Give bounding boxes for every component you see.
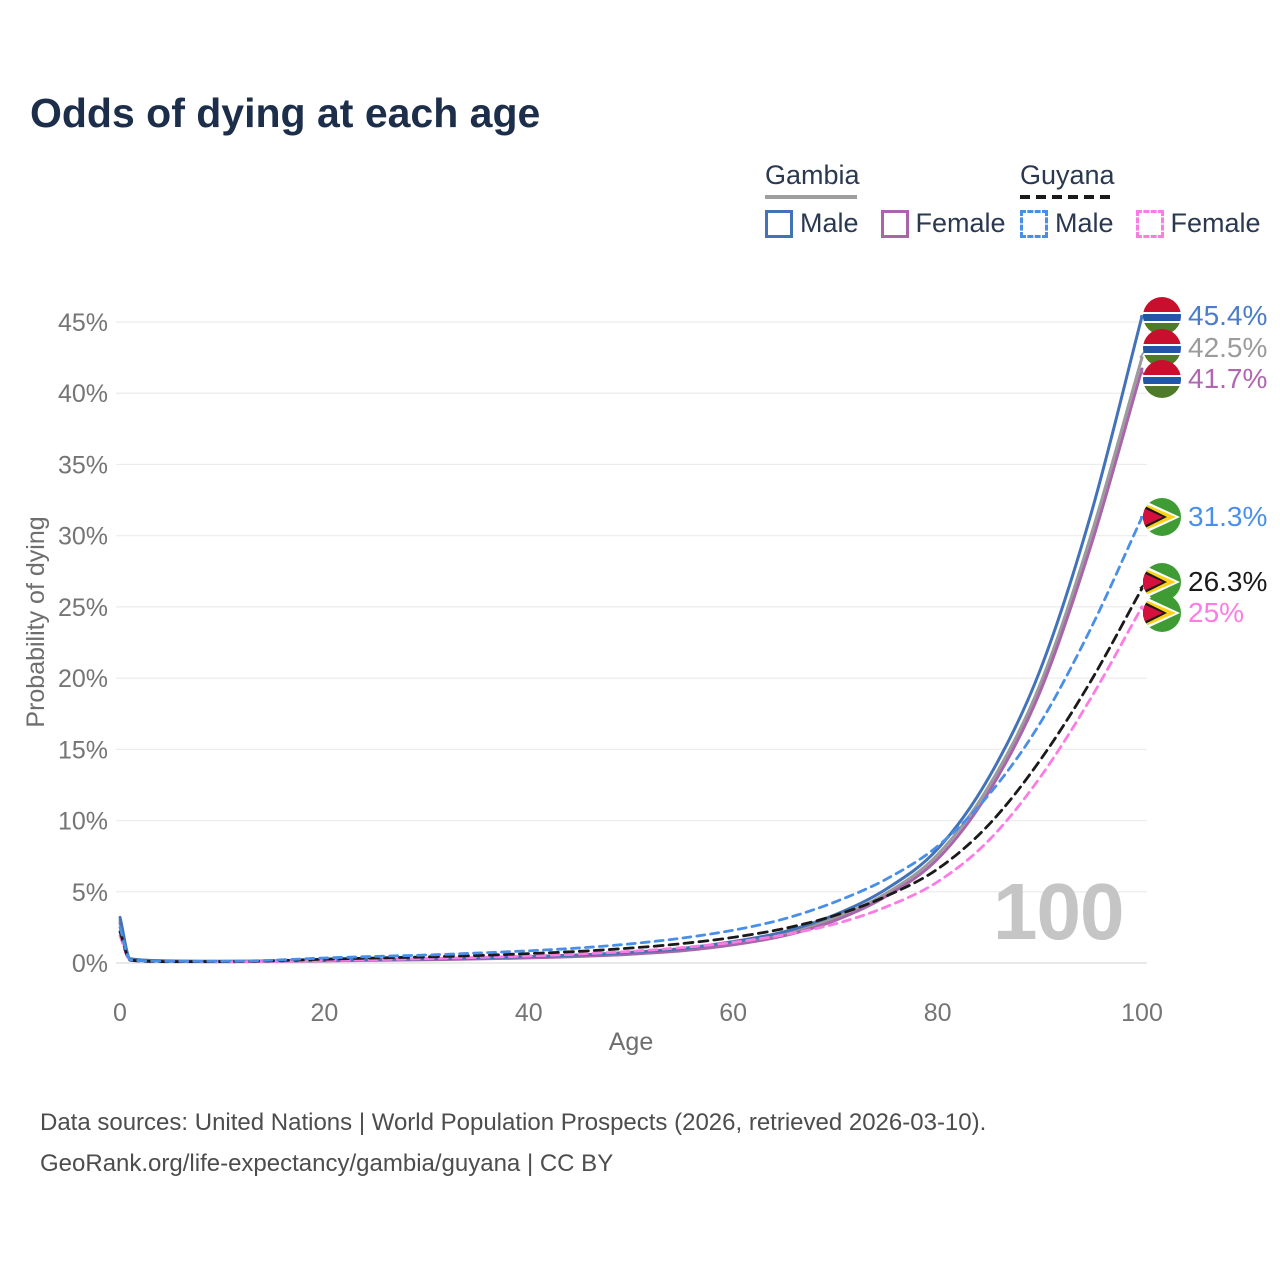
legend-group-title: Gambia — [765, 160, 860, 190]
y-tick-label: 20% — [58, 665, 108, 693]
y-tick-label: 5% — [72, 879, 108, 907]
legend-group-title: Guyana — [1020, 160, 1115, 190]
legend-underline-dashed — [1020, 195, 1110, 199]
y-tick-label: 15% — [58, 736, 108, 764]
series-line-gambia-female[interactable] — [118, 367, 1144, 964]
end-label-value: 31.3% — [1188, 501, 1268, 533]
x-tick-label: 40 — [515, 999, 543, 1027]
end-label-guyana: 26.3% — [1143, 563, 1268, 602]
series-line-guyana-male[interactable] — [118, 515, 1144, 963]
x-tick-label: 100 — [1121, 999, 1163, 1027]
legend-label-guyana-male[interactable]: Male — [1055, 208, 1114, 238]
series-line-gambia-both[interactable] — [118, 356, 1144, 963]
end-label-value: 45.4% — [1188, 300, 1268, 332]
y-tick-label: 45% — [58, 309, 108, 337]
end-label-guyana: 25% — [1143, 594, 1245, 633]
legend-swatch-guyana-male[interactable] — [1020, 209, 1048, 238]
y-tick-label: 10% — [58, 808, 108, 836]
x-tick-label: 60 — [719, 999, 747, 1027]
y-tick-label: 0% — [72, 950, 108, 978]
hovered-age-watermark: 100 — [993, 867, 1124, 956]
series-line-gambia-male[interactable] — [118, 314, 1144, 963]
end-label-value: 25% — [1188, 597, 1245, 629]
end-label-gambia: 42.5% — [1143, 328, 1268, 367]
y-axis-title: Probability of dying — [22, 516, 50, 727]
y-tick-label: 35% — [58, 451, 108, 479]
x-tick-label: 80 — [924, 999, 952, 1027]
end-label-gambia: 41.7% — [1143, 359, 1268, 398]
legend-label-gambia-male[interactable]: Male — [800, 208, 859, 238]
legend-group-guyana: Guyana Male Female — [1020, 160, 1280, 239]
legend-swatch-guyana-female[interactable] — [1135, 209, 1164, 238]
end-label-value: 41.7% — [1188, 362, 1268, 394]
end-label-value: 26.3% — [1188, 566, 1268, 598]
footer-attribution: GeoRank.org/life-expectancy/gambia/guyan… — [40, 1150, 614, 1177]
y-tick-label: 40% — [58, 380, 108, 408]
legend-label-gambia-female[interactable]: Female — [915, 208, 1006, 238]
x-tick-label: 20 — [310, 999, 338, 1027]
legend-group-gambia: Gambia Male Female — [765, 160, 1028, 239]
x-axis-title: Age — [609, 1028, 653, 1056]
y-tick-label: 30% — [58, 523, 108, 551]
legend-underline-solid — [765, 195, 857, 199]
legend-swatch-gambia-male[interactable] — [765, 209, 793, 238]
legend-swatch-gambia-female[interactable] — [880, 209, 909, 238]
y-tick-label: 25% — [58, 594, 108, 622]
page-title: Odds of dying at each age — [30, 90, 541, 136]
guyana-flag-icon — [1143, 563, 1181, 602]
x-tick-label: 0 — [113, 999, 127, 1027]
guyana-flag-icon — [1143, 594, 1181, 633]
guyana-flag-icon — [1143, 498, 1181, 537]
legend-label-guyana-female[interactable]: Female — [1170, 208, 1261, 238]
gambia-flag-icon — [1143, 359, 1181, 398]
footer-sources: Data sources: United Nations | World Pop… — [40, 1109, 987, 1136]
end-label-value: 42.5% — [1188, 331, 1268, 363]
end-label-guyana: 31.3% — [1143, 498, 1268, 537]
